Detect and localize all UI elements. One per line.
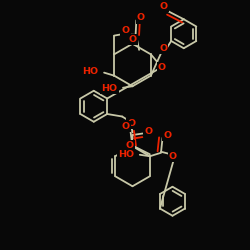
Text: O: O — [160, 2, 168, 11]
Text: O: O — [163, 131, 171, 140]
Text: O: O — [129, 35, 137, 44]
Text: O: O — [169, 152, 177, 161]
Text: O: O — [122, 122, 130, 131]
Text: O: O — [158, 64, 166, 72]
Text: HO: HO — [102, 84, 117, 93]
Text: O: O — [137, 14, 145, 22]
Text: O: O — [127, 119, 135, 128]
Text: HO: HO — [82, 66, 98, 76]
Text: O: O — [144, 127, 153, 136]
Text: O: O — [121, 26, 130, 35]
Text: O: O — [125, 142, 134, 150]
Text: HO: HO — [118, 150, 134, 159]
Text: O: O — [159, 44, 167, 53]
